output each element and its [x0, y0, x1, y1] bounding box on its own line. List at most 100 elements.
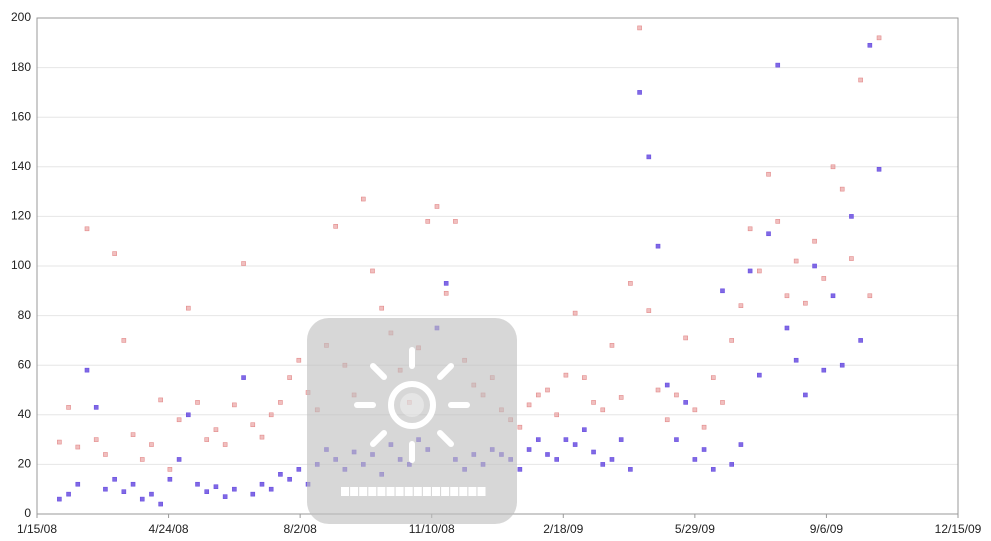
- point: [75, 444, 81, 450]
- point: [259, 434, 265, 440]
- point: [637, 25, 642, 31]
- y-tick-label: 100: [11, 258, 31, 272]
- point: [563, 372, 569, 378]
- point: [204, 489, 210, 494]
- point: [75, 481, 81, 487]
- point: [793, 357, 799, 363]
- level-cell: [359, 487, 368, 496]
- y-tick-label: 80: [18, 308, 32, 322]
- point: [637, 90, 642, 95]
- point: [600, 462, 606, 467]
- level-cell: [350, 487, 359, 496]
- point: [149, 442, 154, 447]
- point: [683, 400, 688, 405]
- y-tick-label: 40: [18, 407, 32, 421]
- point: [793, 258, 799, 264]
- point: [259, 481, 265, 487]
- point: [710, 375, 716, 380]
- point: [103, 486, 108, 492]
- brightness-level: [341, 487, 486, 496]
- x-tick-label: 9/6/09: [810, 522, 844, 536]
- point: [655, 387, 661, 393]
- point: [84, 367, 90, 373]
- point: [803, 392, 808, 398]
- point: [149, 491, 154, 497]
- point: [278, 400, 283, 405]
- point: [425, 219, 431, 224]
- point: [812, 238, 817, 244]
- point: [139, 496, 145, 502]
- point: [747, 226, 753, 232]
- point: [139, 457, 145, 462]
- point: [186, 412, 191, 418]
- point: [130, 481, 136, 487]
- point: [84, 226, 90, 232]
- point: [250, 491, 256, 497]
- point: [66, 491, 71, 497]
- point: [167, 467, 173, 472]
- point: [453, 219, 458, 224]
- point: [600, 407, 606, 413]
- point: [618, 395, 624, 400]
- x-tick-label: 11/10/08: [409, 522, 455, 536]
- point: [729, 338, 734, 343]
- point: [66, 405, 71, 410]
- point: [830, 164, 836, 170]
- point: [692, 457, 698, 462]
- y-tick-label: 0: [24, 506, 31, 520]
- point: [757, 372, 762, 378]
- y-tick-label: 140: [11, 159, 31, 173]
- y-tick-label: 160: [11, 109, 31, 123]
- point: [250, 422, 256, 428]
- point: [839, 362, 845, 368]
- point: [867, 293, 873, 299]
- point: [729, 462, 734, 467]
- point: [443, 290, 449, 296]
- point: [582, 427, 587, 432]
- point: [674, 392, 679, 398]
- point: [526, 447, 532, 452]
- point: [121, 338, 127, 343]
- point: [222, 494, 228, 499]
- point: [701, 424, 707, 430]
- point: [278, 472, 283, 477]
- point: [232, 402, 237, 408]
- point: [784, 325, 790, 331]
- point: [379, 305, 385, 311]
- point: [766, 231, 771, 237]
- y-tick-label: 60: [18, 357, 32, 371]
- level-cell: [477, 487, 486, 496]
- point: [784, 293, 790, 299]
- point: [609, 457, 615, 462]
- point: [370, 268, 375, 274]
- point: [112, 476, 117, 482]
- level-cell: [377, 487, 386, 496]
- point: [775, 62, 781, 68]
- point: [849, 214, 854, 219]
- point: [241, 261, 246, 266]
- point: [757, 268, 762, 274]
- x-tick-label: 2/18/09: [543, 522, 583, 536]
- x-tick-label: 1/15/08: [17, 522, 57, 536]
- axis-labels: 0 20 40 60 80 100 120 140 160 180 200 1/15/08 4/24/0…: [11, 10, 982, 536]
- level-cell: [395, 487, 404, 496]
- point: [213, 427, 219, 432]
- x-tick-label: 5/29/09: [675, 522, 715, 536]
- point: [738, 442, 744, 447]
- point: [176, 457, 182, 462]
- x-tick-label: 8/2/08: [283, 522, 317, 536]
- point: [674, 437, 679, 442]
- point: [93, 405, 99, 410]
- point: [121, 489, 127, 494]
- brightness-hud: [307, 318, 517, 524]
- point: [158, 397, 163, 403]
- point: [609, 343, 615, 348]
- point: [130, 432, 136, 437]
- level-cell: [341, 487, 349, 496]
- point: [517, 467, 523, 472]
- point: [333, 224, 338, 229]
- point: [158, 501, 163, 507]
- point: [683, 335, 688, 341]
